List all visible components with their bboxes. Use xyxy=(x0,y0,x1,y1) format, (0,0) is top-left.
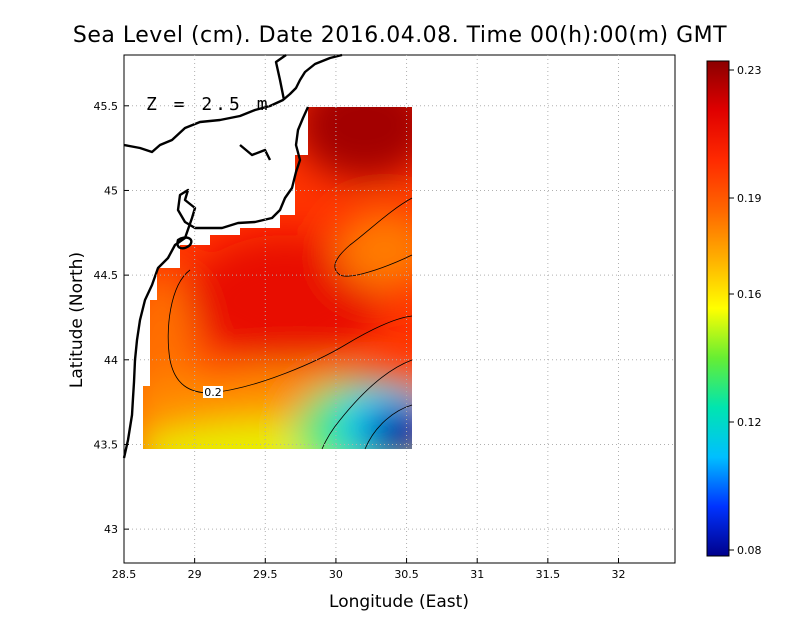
y-ticks: 43 43.5 44 44.5 45 45.5 xyxy=(94,100,129,536)
coastline-lagoon xyxy=(239,144,272,161)
depth-label: Z = 2.5 m xyxy=(146,94,271,115)
coastline-river xyxy=(274,54,287,101)
colorbar-ticks: 0.08 0.12 0.16 0.19 0.23 xyxy=(729,64,762,557)
x-tick-label: 30 xyxy=(329,568,343,581)
contour-line xyxy=(334,197,413,277)
x-tick-label: 29.5 xyxy=(253,568,278,581)
colorbar-tick-label: 0.12 xyxy=(737,416,762,429)
coastline-shore xyxy=(123,53,343,154)
coastline-lake xyxy=(176,236,193,250)
field-high-core xyxy=(295,107,412,180)
grid xyxy=(124,55,675,563)
y-tick-label: 44 xyxy=(104,354,118,367)
colorbar-tick-label: 0.08 xyxy=(737,544,762,557)
coastline-delta xyxy=(122,106,310,459)
colorbar-tick-label: 0.19 xyxy=(737,192,762,205)
field-tongue-east xyxy=(335,210,412,290)
contour-label: 0.2 xyxy=(204,386,222,399)
y-tick-label: 43.5 xyxy=(94,438,119,451)
y-tick-label: 44.5 xyxy=(94,269,119,282)
field-low-core xyxy=(365,405,412,449)
map-title: Sea Level (cm). Date 2016.04.08. Time 00… xyxy=(73,23,727,48)
colorbar-tick-label: 0.23 xyxy=(737,64,762,77)
contour-line xyxy=(321,359,413,450)
y-tick-label: 43 xyxy=(104,523,118,536)
colorbar xyxy=(706,60,730,557)
colorbar-tick-label: 0.16 xyxy=(737,288,762,301)
x-tick-label: 30.5 xyxy=(394,568,419,581)
contour-line xyxy=(364,404,413,450)
y-tick-label: 45 xyxy=(104,184,118,197)
coastline xyxy=(122,53,343,459)
x-axis-label: Longitude (East) xyxy=(329,592,469,612)
x-tick-label: 32 xyxy=(611,568,625,581)
x-ticks: 28.5 29 29.5 30 30.5 31 31.5 32 xyxy=(112,558,625,581)
x-tick-label: 29 xyxy=(188,568,202,581)
x-tick-label: 31.5 xyxy=(536,568,561,581)
y-tick-label: 45.5 xyxy=(94,100,119,113)
x-tick-label: 31 xyxy=(470,568,484,581)
y-axis-label: Latitude (North) xyxy=(67,252,87,388)
contour-label-box xyxy=(203,386,223,398)
x-tick-label: 28.5 xyxy=(112,568,137,581)
